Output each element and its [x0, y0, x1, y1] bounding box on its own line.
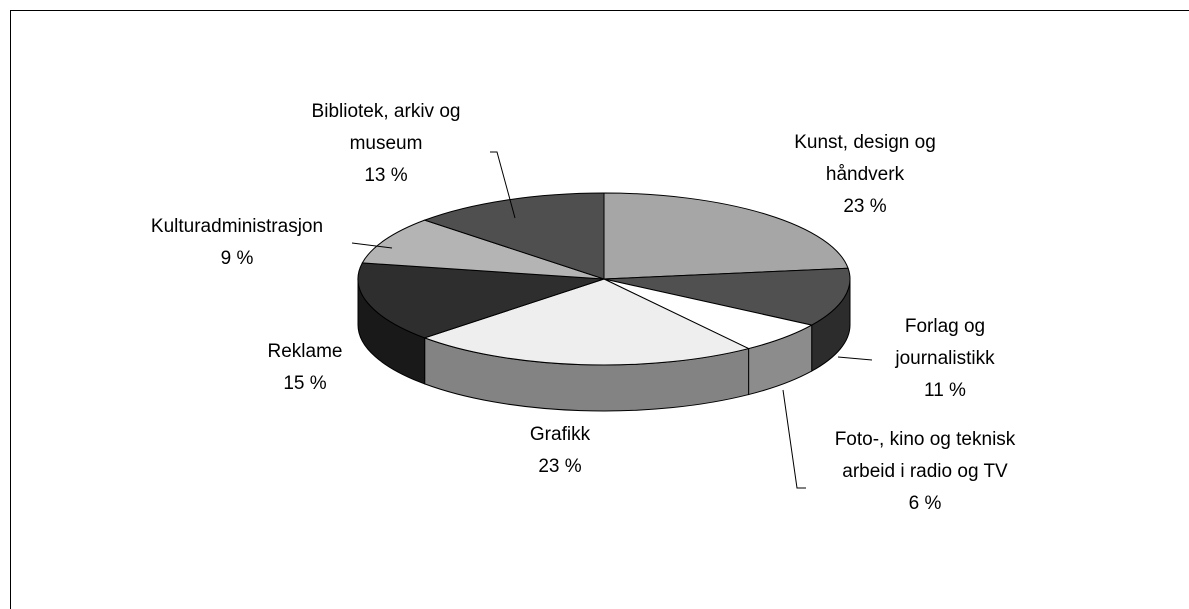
category-label: Kulturadministrasjon — [150, 216, 324, 237]
pie-slice — [361, 219, 605, 280]
chart-frame — [10, 10, 1189, 609]
slice-label: Grafikk 23 % — [480, 419, 640, 483]
slice-label: Bibliotek, arkiv og museum 13 % — [281, 96, 491, 192]
value-label: 15 % — [283, 373, 327, 394]
slice-label: Foto-, kino og teknisk arbeid i radio og… — [813, 424, 1038, 520]
slice-label: Forlag og journalistikk 11 % — [860, 311, 1030, 407]
value-label: 6 % — [908, 493, 942, 514]
category-label: Bibliotek, arkiv og museum — [311, 101, 461, 154]
leader-lines — [351, 151, 873, 489]
pie-slice — [423, 192, 605, 280]
value-label: 11 % — [924, 380, 966, 401]
category-label: Reklame — [267, 341, 343, 362]
value-label: 23 % — [538, 456, 582, 477]
pie-slice — [423, 278, 751, 366]
value-label: 9 % — [220, 248, 254, 269]
pie-slice — [357, 262, 605, 339]
category-label: Grafikk — [529, 424, 591, 445]
leader-line — [351, 242, 393, 249]
category-label: Foto-, kino og teknisk arbeid i radio og… — [834, 429, 1016, 482]
slice-label: Kunst, design og håndverk 23 % — [760, 127, 970, 223]
leader-line — [782, 389, 806, 489]
value-label: 13 % — [364, 165, 408, 186]
category-label: Kunst, design og håndverk — [794, 132, 936, 185]
slice-label: Reklame 15 % — [245, 336, 365, 400]
value-label: 23 % — [843, 196, 887, 217]
slice-label: Kulturadministrasjon 9 % — [107, 211, 367, 275]
pie-slice — [603, 192, 849, 280]
category-label: Forlag og journalistikk — [895, 316, 995, 369]
pie-slice — [603, 267, 851, 326]
leader-line — [490, 151, 516, 219]
leader-line — [837, 356, 873, 361]
